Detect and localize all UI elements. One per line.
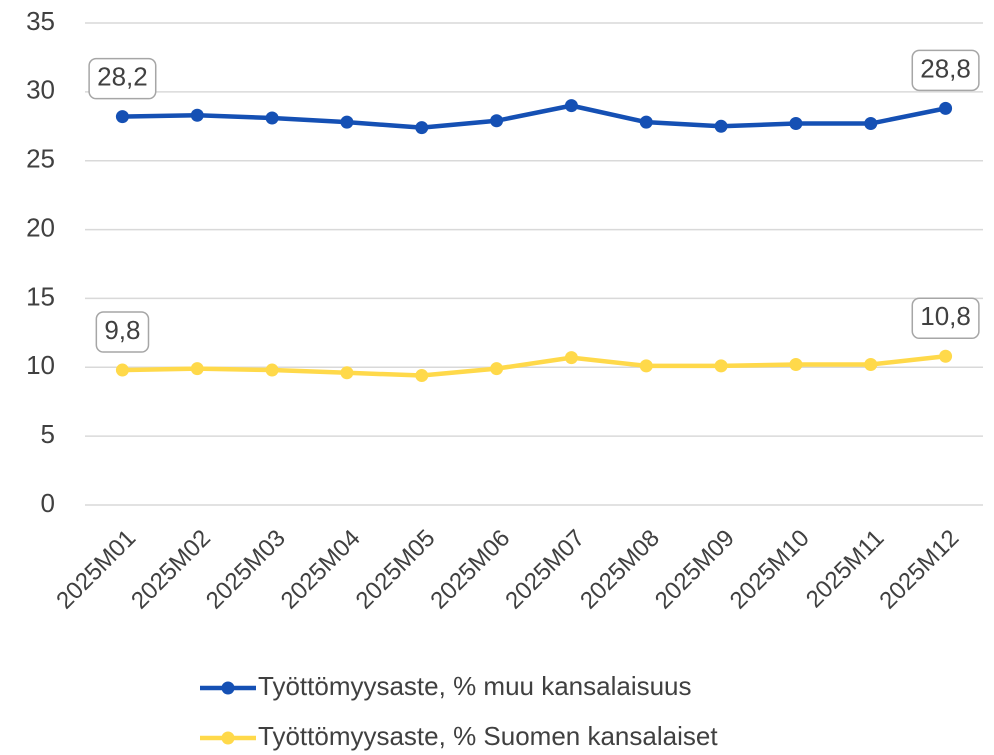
series-marker <box>340 115 354 129</box>
x-tick-label: 2025M04 <box>276 525 366 615</box>
series-marker <box>490 114 504 128</box>
x-tick-label: 2025M07 <box>500 525 590 615</box>
series-marker <box>639 115 653 129</box>
legend-marker <box>221 731 235 745</box>
y-tick-label: 25 <box>26 144 55 174</box>
series-marker <box>714 119 728 133</box>
y-tick-label: 35 <box>26 6 55 36</box>
series-line <box>122 103 947 130</box>
y-tick-label: 30 <box>26 75 55 105</box>
y-tick-label: 0 <box>41 488 55 518</box>
x-tick-label: 2025M09 <box>650 525 740 615</box>
x-tick-label: 2025M08 <box>575 525 665 615</box>
y-tick-label: 15 <box>26 281 55 311</box>
series-marker <box>190 108 204 122</box>
series-marker <box>415 369 429 383</box>
x-tick-label: 2025M10 <box>725 525 815 615</box>
legend-marker <box>221 681 235 695</box>
x-tick-label: 2025M12 <box>874 525 964 615</box>
legend-label: Työttömyysaste, % Suomen kansalaiset <box>258 721 718 751</box>
series-marker <box>789 117 803 131</box>
y-tick-label: 5 <box>41 419 55 449</box>
x-tick-label: 2025M01 <box>51 525 141 615</box>
series-marker <box>864 358 878 372</box>
series-marker <box>864 117 878 131</box>
x-tick-label: 2025M02 <box>126 525 216 615</box>
data-label-box <box>911 297 980 340</box>
y-tick-label: 10 <box>26 350 55 380</box>
data-label: 9,8 <box>104 315 140 345</box>
series-marker <box>564 99 578 113</box>
series-marker <box>639 359 653 373</box>
data-label: 28,8 <box>920 53 971 83</box>
data-label-box <box>95 311 150 353</box>
x-tick-label: 2025M05 <box>351 525 441 615</box>
series-marker <box>265 363 279 377</box>
series-marker <box>490 362 504 376</box>
x-tick-label: 2025M11 <box>801 525 890 614</box>
data-label-box <box>88 57 157 100</box>
y-tick-label: 20 <box>26 212 55 242</box>
series-marker <box>714 359 728 373</box>
series-line <box>122 354 946 378</box>
series-marker <box>115 363 129 377</box>
series-marker <box>190 362 204 376</box>
series-marker <box>939 349 953 363</box>
legend-label: Työttömyysaste, % muu kansalaisuus <box>258 671 692 701</box>
series-marker <box>265 111 279 125</box>
series-marker <box>115 110 129 124</box>
series-marker <box>415 121 429 135</box>
data-label: 28,2 <box>97 62 148 92</box>
series-marker <box>564 351 578 365</box>
x-tick-label: 2025M03 <box>201 525 291 615</box>
series-marker <box>789 358 803 372</box>
x-tick-label: 2025M06 <box>425 525 515 615</box>
series-marker <box>340 366 354 380</box>
series-marker <box>939 101 953 115</box>
data-label: 10,8 <box>920 301 971 331</box>
data-label-box <box>911 49 980 92</box>
